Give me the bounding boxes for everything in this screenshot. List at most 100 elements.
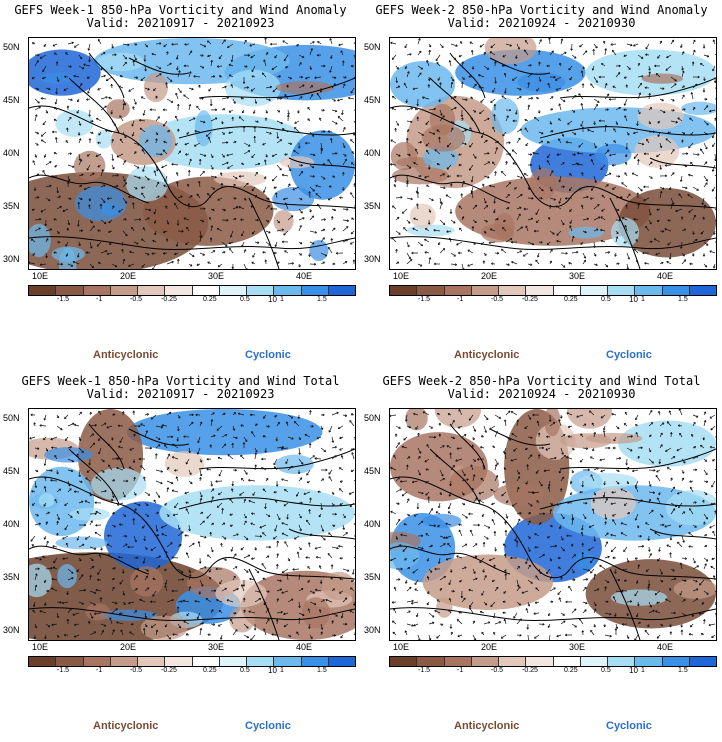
wind-arrowhead bbox=[703, 204, 707, 207]
wind-arrow bbox=[183, 94, 190, 100]
wind-arrow bbox=[352, 568, 355, 575]
wind-arrowhead bbox=[685, 186, 688, 190]
wind-arrowhead bbox=[635, 424, 638, 427]
wind-arrow bbox=[89, 546, 97, 550]
wind-arrowhead bbox=[251, 231, 255, 235]
wind-arrowhead bbox=[613, 128, 616, 131]
wind-arrow bbox=[287, 414, 294, 419]
wind-arrowhead bbox=[275, 484, 279, 487]
wind-arrowhead bbox=[268, 230, 271, 234]
wind-arrowhead bbox=[330, 216, 334, 219]
wind-arrowhead bbox=[580, 531, 584, 535]
wind-arrowhead bbox=[704, 563, 707, 566]
wind-arrowhead bbox=[676, 448, 679, 452]
wind-arrow bbox=[402, 546, 408, 552]
wind-arrow bbox=[128, 263, 135, 267]
wind-arrow bbox=[395, 425, 401, 429]
wind-arrowhead bbox=[412, 571, 415, 574]
wind-arrowhead bbox=[39, 424, 42, 427]
wind-arrowhead bbox=[494, 464, 498, 467]
wind-arrow bbox=[712, 530, 716, 537]
wind-arrowhead bbox=[66, 619, 70, 622]
wind-arrowhead bbox=[86, 98, 89, 101]
wind-arrowhead bbox=[470, 96, 473, 100]
wind-arrowhead bbox=[85, 251, 88, 255]
wind-arrowhead bbox=[339, 196, 342, 199]
wind-arrowhead bbox=[594, 254, 597, 257]
wind-arrowhead bbox=[617, 208, 620, 211]
wind-arrow bbox=[276, 164, 282, 171]
wind-arrowhead bbox=[128, 601, 131, 605]
wind-arrowhead bbox=[471, 226, 475, 229]
wind-arrowhead bbox=[108, 230, 111, 234]
vorticity-patch bbox=[423, 146, 459, 170]
wind-arrow bbox=[298, 62, 302, 67]
wind-arrowhead bbox=[445, 536, 448, 539]
wind-arrowhead bbox=[276, 136, 280, 139]
wind-arrowhead bbox=[516, 419, 520, 422]
wind-arrowhead bbox=[36, 87, 40, 91]
wind-arrowhead bbox=[447, 511, 451, 514]
wind-arrowhead bbox=[54, 52, 57, 55]
wind-arrowhead bbox=[408, 256, 411, 260]
wind-arrowhead bbox=[259, 535, 262, 538]
wind-arrowhead bbox=[196, 193, 200, 196]
anticyclonic-label: Anticyclonic bbox=[93, 349, 159, 361]
wind-arrowhead bbox=[400, 567, 403, 571]
wind-arrowhead bbox=[93, 631, 97, 634]
colorbar-label: 1.5 bbox=[317, 296, 327, 303]
wind-arrow bbox=[565, 141, 573, 144]
wind-arrow bbox=[406, 164, 412, 169]
wind-arrowhead bbox=[273, 466, 277, 469]
wind-arrow bbox=[610, 546, 617, 552]
wind-arrowhead bbox=[600, 216, 603, 219]
wind-arrowhead bbox=[177, 527, 181, 530]
wind-arrowhead bbox=[677, 505, 681, 509]
wind-arrowhead bbox=[162, 149, 166, 152]
wind-arrowhead bbox=[218, 474, 222, 477]
wind-arrowhead bbox=[477, 523, 480, 527]
wind-arrow bbox=[78, 589, 86, 592]
wind-arrow bbox=[615, 236, 618, 243]
wind-arrowhead bbox=[328, 532, 331, 535]
wind-arrowhead bbox=[43, 437, 46, 441]
wind-arrow bbox=[505, 410, 511, 416]
wind-arrow bbox=[111, 185, 119, 188]
wind-arrow bbox=[428, 131, 435, 135]
wind-arrow bbox=[350, 87, 355, 94]
wind-arrow bbox=[230, 618, 234, 625]
wind-arrowhead bbox=[138, 218, 142, 221]
wind-arrowhead bbox=[215, 567, 218, 571]
wind-arrowhead bbox=[287, 558, 291, 562]
vorticity-patch bbox=[38, 493, 56, 508]
wind-arrow bbox=[72, 261, 80, 265]
wind-arrow bbox=[210, 225, 213, 232]
wind-arrowhead bbox=[489, 228, 493, 231]
wind-arrowhead bbox=[623, 423, 627, 426]
wind-arrow bbox=[284, 541, 289, 548]
wind-arrow bbox=[472, 556, 478, 559]
wind-arrowhead bbox=[169, 62, 172, 66]
wind-arrow bbox=[637, 564, 640, 570]
wind-arrow bbox=[67, 488, 72, 493]
wind-arrowhead bbox=[625, 204, 628, 207]
wind-arrowhead bbox=[590, 83, 593, 86]
wind-arrow bbox=[601, 63, 606, 67]
wind-arrow bbox=[287, 436, 294, 440]
wind-arrowhead bbox=[660, 444, 663, 447]
wind-arrowhead bbox=[144, 616, 148, 619]
wind-arrowhead bbox=[421, 491, 424, 495]
wind-arrowhead bbox=[226, 96, 229, 100]
wind-arrowhead bbox=[128, 466, 132, 469]
wind-arrow bbox=[65, 241, 69, 247]
wind-arrowhead bbox=[569, 77, 572, 81]
wind-arrowhead bbox=[167, 130, 171, 133]
wind-arrow bbox=[45, 161, 52, 166]
wind-arrow bbox=[405, 414, 408, 422]
wind-arrow bbox=[406, 175, 408, 183]
wind-arrow bbox=[458, 205, 463, 210]
wind-arrow bbox=[229, 74, 234, 78]
wind-arrow bbox=[52, 43, 58, 47]
wind-arrowhead bbox=[333, 208, 336, 212]
wind-arrowhead bbox=[659, 167, 662, 170]
